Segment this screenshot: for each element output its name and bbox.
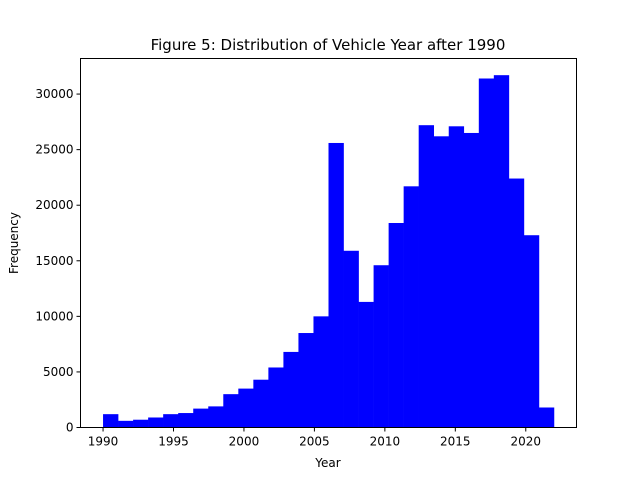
- histogram-bar: [478, 78, 495, 428]
- histogram-bar: [373, 265, 389, 428]
- chart-title: Figure 5: Distribution of Vehicle Year a…: [151, 36, 506, 54]
- histogram-bar: [283, 351, 299, 428]
- histogram-bars: [103, 75, 555, 428]
- y-tick-label: 30000: [35, 87, 73, 101]
- histogram-bar: [133, 419, 149, 428]
- histogram-bar: [238, 388, 254, 428]
- histogram-bar: [433, 136, 450, 428]
- histogram-bar: [523, 235, 540, 428]
- y-tick-label: 25000: [35, 143, 73, 157]
- y-axis-ticks: 0 5000 10000 15000 20000 25000 30000: [35, 87, 81, 435]
- histogram-bar: [538, 407, 555, 428]
- plot-frame: [80, 58, 577, 428]
- y-tick-label: 10000: [35, 309, 73, 323]
- x-tick-label: 1995: [158, 435, 189, 449]
- x-tick-label: 2010: [370, 435, 401, 449]
- y-tick-label: 0: [66, 421, 74, 435]
- histogram-bar: [253, 379, 269, 428]
- histogram-bar: [418, 125, 435, 428]
- histogram-bar: [448, 126, 465, 428]
- histogram-bar: [193, 408, 209, 428]
- histogram-bar: [208, 406, 224, 428]
- histogram-bar: [403, 186, 419, 428]
- histogram-bar: [163, 414, 179, 428]
- histogram-bar: [298, 333, 314, 428]
- x-tick-label: 2020: [510, 435, 541, 449]
- histogram-bar: [223, 394, 239, 428]
- y-axis-label: Frequency: [7, 212, 21, 274]
- histogram-bar: [313, 316, 329, 428]
- histogram-bar: [103, 414, 119, 428]
- histogram-bar: [148, 417, 164, 428]
- x-axis-label: Year: [314, 456, 340, 470]
- x-tick-label: 2015: [440, 435, 471, 449]
- histogram-bar: [358, 301, 374, 428]
- histogram-bar: [388, 222, 404, 428]
- histogram-bar: [328, 142, 344, 428]
- y-tick-label: 15000: [35, 254, 73, 268]
- y-tick-label: 20000: [35, 198, 73, 212]
- histogram-bar: [463, 132, 480, 428]
- histogram-bar: [493, 75, 510, 428]
- y-tick-label: 5000: [43, 365, 74, 379]
- histogram-bar: [178, 413, 194, 428]
- histogram-bar: [118, 420, 134, 428]
- x-axis-ticks: 1990 1995 2000 2005 2010 2015 2020: [88, 427, 541, 449]
- x-tick-label: 2005: [299, 435, 330, 449]
- x-tick-label: 1990: [88, 435, 119, 449]
- histogram-bar: [343, 250, 359, 428]
- x-tick-label: 2000: [229, 435, 260, 449]
- histogram-bar: [508, 178, 525, 428]
- histogram-bar: [268, 367, 284, 428]
